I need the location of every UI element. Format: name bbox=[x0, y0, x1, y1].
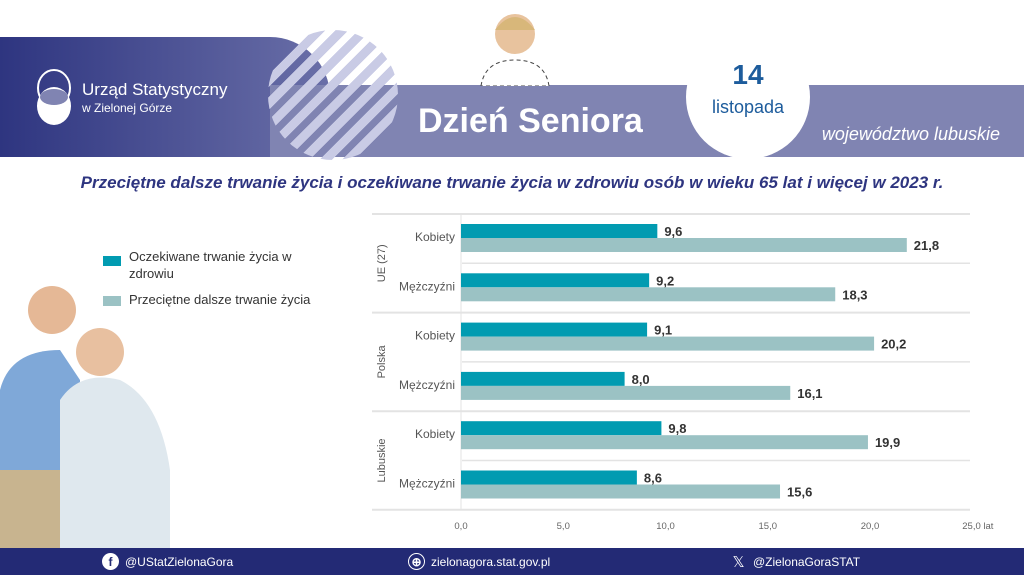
legend-label: Oczekiwane trwanie życia w zdrowiu bbox=[129, 249, 292, 281]
x-icon: 𝕏 bbox=[732, 553, 745, 571]
x-tick-label: 10,0 bbox=[656, 521, 675, 532]
bar-healthy bbox=[461, 371, 625, 386]
data-label: 19,9 bbox=[875, 435, 900, 450]
facebook-icon: f bbox=[102, 553, 119, 570]
website-url: zielonagora.stat.gov.pl bbox=[431, 554, 551, 569]
bar-total bbox=[461, 336, 875, 351]
org-city: w Zielonej Górze bbox=[82, 101, 173, 115]
group-label: UE (27) bbox=[376, 244, 388, 282]
bar-healthy bbox=[461, 421, 662, 436]
x-tick-label: 20,0 bbox=[861, 521, 880, 532]
bar-total bbox=[461, 287, 836, 302]
x-tick-label: 25,0 lat bbox=[962, 521, 994, 532]
website-link[interactable]: ⊕ zielonagora.stat.gov.pl bbox=[408, 553, 550, 570]
bar-healthy bbox=[461, 322, 648, 337]
data-label: 16,1 bbox=[797, 386, 822, 401]
category-label: Mężczyźni bbox=[399, 477, 455, 491]
date-badge: 14 listopada bbox=[686, 35, 810, 159]
data-label: 15,6 bbox=[787, 485, 812, 500]
bar-healthy bbox=[461, 470, 637, 485]
bar-total bbox=[461, 435, 868, 450]
region-label: województwo lubuskie bbox=[821, 124, 1000, 144]
org-name: Urząd Statystyczny bbox=[82, 80, 228, 99]
legend-swatch bbox=[103, 256, 121, 266]
bar-total bbox=[461, 238, 907, 252]
group-label: Polska bbox=[376, 345, 388, 379]
date-month: listopada bbox=[711, 97, 785, 117]
page-title: Dzień Seniora bbox=[418, 102, 643, 140]
legend: Oczekiwane trwanie życia w zdrowiu Przec… bbox=[103, 248, 310, 317]
footer: f @UStatZielonaGora ⊕ zielonagora.stat.gov… bbox=[0, 548, 1024, 575]
x-tick-label: 15,0 bbox=[759, 521, 778, 532]
legend-item-healthy: Oczekiwane trwanie życia w zdrowiu bbox=[103, 248, 310, 282]
data-label: 8,0 bbox=[632, 372, 650, 387]
data-label: 9,2 bbox=[656, 273, 674, 288]
x-tick-label: 0,0 bbox=[454, 521, 467, 532]
data-label: 8,6 bbox=[644, 471, 662, 486]
facebook-link[interactable]: f @UStatZielonaGora bbox=[102, 553, 233, 570]
chart-title: Przeciętne dalsze trwanie życia i oczeki… bbox=[80, 173, 944, 192]
bar-healthy bbox=[461, 224, 658, 238]
bar-total bbox=[461, 385, 791, 400]
category-label: Mężczyźni bbox=[399, 378, 455, 392]
bar-healthy bbox=[461, 273, 650, 288]
data-label: 9,1 bbox=[654, 323, 672, 338]
category-label: Kobiety bbox=[415, 427, 455, 441]
bar-total bbox=[461, 484, 781, 499]
data-label: 21,8 bbox=[914, 238, 939, 253]
bar-chart: Kobiety 9,6 21,8 Mężczyźni 9,2 18,3 Kobiety 9,1… bbox=[372, 213, 994, 532]
category-label: Mężczyźni bbox=[399, 279, 455, 293]
x-handle: @ZielonaGoraSTAT bbox=[753, 554, 861, 569]
category-label: Kobiety bbox=[415, 230, 455, 244]
facebook-handle: @UStatZielonaGora bbox=[125, 554, 234, 569]
globe-icon: ⊕ bbox=[408, 553, 425, 570]
logo-icon bbox=[37, 69, 71, 125]
x-tick-label: 5,0 bbox=[557, 521, 570, 532]
x-link[interactable]: 𝕏 @ZielonaGoraSTAT bbox=[730, 553, 861, 571]
legend-label: Przeciętne dalsze trwanie życia bbox=[129, 292, 311, 307]
legend-item-total: Przeciętne dalsze trwanie życia bbox=[103, 292, 310, 307]
striped-circle-decoration bbox=[268, 30, 398, 160]
data-label: 20,2 bbox=[881, 337, 906, 352]
data-label: 9,8 bbox=[668, 421, 686, 436]
data-label: 9,6 bbox=[664, 224, 682, 239]
group-label: Lubuskie bbox=[376, 438, 388, 482]
date-day: 14 bbox=[732, 59, 764, 90]
category-label: Kobiety bbox=[415, 329, 455, 343]
senior-woman-photo bbox=[480, 14, 550, 86]
senior-couple-photo bbox=[0, 286, 170, 548]
data-label: 18,3 bbox=[842, 287, 867, 302]
legend-swatch bbox=[103, 296, 121, 306]
